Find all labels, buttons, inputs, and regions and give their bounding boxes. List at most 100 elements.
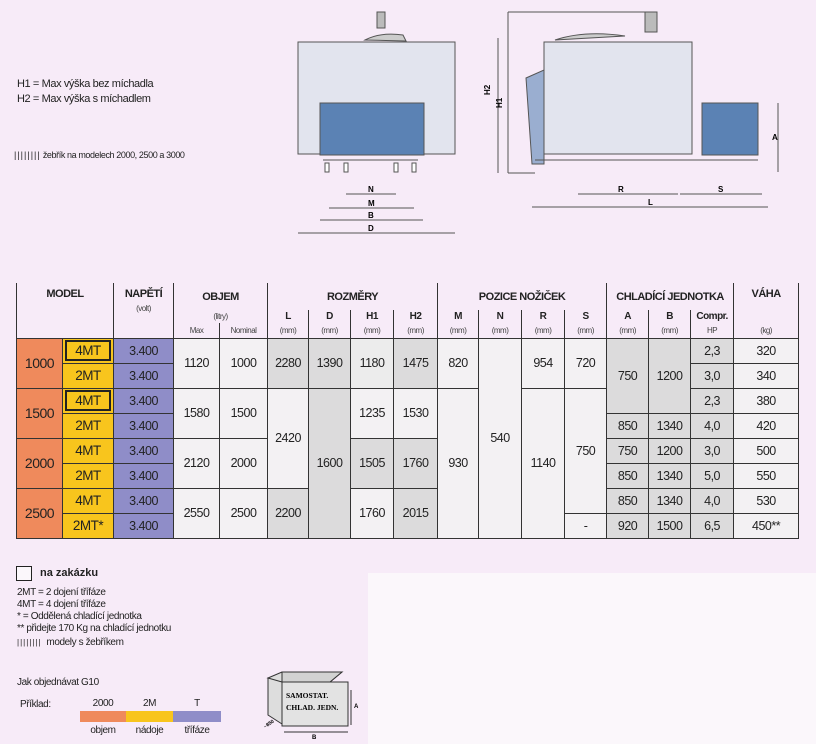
objem-nominal-cell: 2500 xyxy=(219,487,269,539)
header-max: Max xyxy=(173,323,221,339)
spec-table: MODEL NAPĚTÍ (volt) OBJEM ROZMĚRY POZICE … xyxy=(15,283,800,539)
header-n: N xyxy=(478,310,523,323)
header-objem: OBJEM xyxy=(173,283,269,310)
a-cell: 750 xyxy=(606,437,650,464)
voltage-cell: 3.400 xyxy=(113,437,175,464)
b-cell: 1340 xyxy=(648,412,692,439)
unit-d: (mm) xyxy=(308,323,352,339)
compr-cell: 5,0 xyxy=(690,462,735,489)
header-d: D xyxy=(308,310,352,323)
model-cell: 2500 xyxy=(16,487,63,539)
l-cell: 2200 xyxy=(267,487,310,539)
header-a: A xyxy=(606,310,650,323)
type-cell: 4MT xyxy=(61,387,115,414)
blank-panel xyxy=(368,573,816,744)
ladder-marker: |||||||| xyxy=(17,638,42,647)
dim-b: B xyxy=(368,211,374,220)
napeti-label: NAPĚTÍ xyxy=(124,288,163,300)
b-cell: 1200 xyxy=(648,337,692,414)
table-row: 2000 4MT 3.400 2120 2000 1505 1760 750 1… xyxy=(16,437,800,489)
header-h1: H1 xyxy=(350,310,395,323)
s-cell: - xyxy=(564,512,608,539)
header-chlad: CHLADÍCÍ JEDNOTKA xyxy=(606,283,735,310)
part-label: objem xyxy=(90,725,116,736)
type-cell: 2MT xyxy=(61,412,115,439)
header-vaha: VÁHA xyxy=(733,283,800,323)
objem-nominal-cell: 2000 xyxy=(219,437,269,489)
custom-order-icon xyxy=(16,566,32,581)
compr-cell: 2,3 xyxy=(690,387,735,414)
ladder-marker: |||||||| xyxy=(14,150,41,160)
dim-l: L xyxy=(648,198,653,207)
h2-cell: 1760 xyxy=(393,437,439,489)
dim-h2: H2 xyxy=(483,84,492,95)
weight-cell: 420 xyxy=(733,412,800,439)
weight-cell: 550 xyxy=(733,462,800,489)
unit-hp: HP xyxy=(690,323,735,339)
type-cell: 4MT xyxy=(61,437,115,464)
header-r: R xyxy=(521,310,566,323)
table-row: 2MT 3.400 3,0 340 xyxy=(17,362,800,389)
napeti-unit: (volt) xyxy=(136,304,151,313)
unit-r: (mm) xyxy=(521,323,566,339)
dim-d: D xyxy=(368,224,374,233)
header-compr: Compr. xyxy=(690,310,735,323)
custom-order-label: na zakázku xyxy=(40,567,99,579)
h2-cell: 1475 xyxy=(393,337,439,389)
a-cell: 850 xyxy=(606,487,650,514)
n-cell: 540 xyxy=(478,337,523,539)
legend-double-star: ** přidejte 170 Kg na chladící jednotku xyxy=(17,623,171,634)
table-row: 2MT 3.400 850 1340 5,0 550 xyxy=(17,462,800,489)
h1-note: H1 = Max výška bez míchadla xyxy=(17,78,154,90)
header-m: M xyxy=(437,310,480,323)
unit-line2: CHLAD. JEDN. xyxy=(286,703,338,712)
a-cell: 850 xyxy=(606,462,650,489)
h1-cell: 1760 xyxy=(350,487,395,539)
tank-drawings: N M B D R S L H2 H1 A xyxy=(297,11,779,234)
side-view xyxy=(497,11,779,208)
h2-note: H2 = Max výška s míchadlem xyxy=(17,93,151,105)
unit-s: (mm) xyxy=(564,323,608,339)
part-bar-nadoje xyxy=(126,711,173,722)
voltage-cell: 3.400 xyxy=(113,487,175,514)
header-napeti: NAPĚTÍ (volt) xyxy=(113,283,175,339)
r-cell: 1140 xyxy=(521,387,566,539)
model-cell: 1500 xyxy=(16,387,63,439)
objem-max-cell: 2550 xyxy=(173,487,221,539)
dim-h1: H1 xyxy=(495,97,504,108)
type-cell: 4MT xyxy=(61,337,115,364)
dim-a: A xyxy=(772,133,778,142)
voltage-cell: 3.400 xyxy=(113,362,175,389)
table-row: 2500 4MT 3.400 2550 2500 2200 1760 2015 … xyxy=(16,487,800,539)
objem-nominal-cell: 1000 xyxy=(219,337,269,389)
s-cell: 720 xyxy=(564,337,608,389)
unit-b: (mm) xyxy=(648,323,692,339)
d-cell: 1600 xyxy=(308,387,352,539)
legend-ladder: modely s žebříkem xyxy=(46,637,124,648)
compr-cell: 6,5 xyxy=(690,512,735,539)
header-nominal: Nominal xyxy=(219,323,269,339)
model-cell: 2000 xyxy=(16,437,63,489)
h2-cell: 2015 xyxy=(393,487,439,539)
compr-cell: 3,0 xyxy=(690,437,735,464)
h2-cell: 1530 xyxy=(393,387,439,439)
unit-a: (mm) xyxy=(606,323,650,339)
part-bar-trifaze xyxy=(173,711,221,722)
r-cell: 954 xyxy=(521,337,566,389)
voltage-cell: 3.400 xyxy=(113,412,175,439)
legend-2mt: 2MT = 2 dojení třífáze xyxy=(17,587,106,598)
unit-dim-a: A xyxy=(354,704,359,710)
weight-cell: 530 xyxy=(733,487,800,514)
unit-dim-depth: ~850 xyxy=(263,719,276,731)
compr-cell: 2,3 xyxy=(690,337,735,364)
header-rozmery: ROZMĚRY xyxy=(267,283,439,310)
unit-kg: (kg) xyxy=(733,323,800,339)
unit-line1: SAMOSTAT. xyxy=(286,691,328,700)
dim-s: S xyxy=(718,185,724,194)
header-model: MODEL xyxy=(15,283,115,339)
h1-cell: 1180 xyxy=(350,337,395,389)
type-label: 4MT xyxy=(65,390,111,411)
unit-h1: (mm) xyxy=(350,323,395,339)
l-cell: 2280 xyxy=(267,337,310,389)
voltage-cell: 3.400 xyxy=(113,462,175,489)
